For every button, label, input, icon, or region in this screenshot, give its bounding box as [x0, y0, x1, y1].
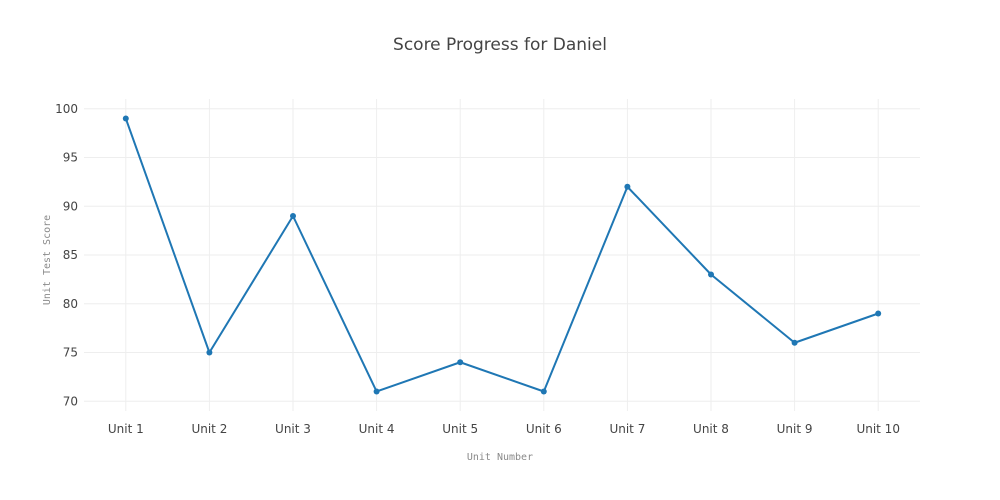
y-axis-title: Unit Test Score: [42, 215, 53, 305]
data-point: [875, 310, 882, 317]
x-tick-label: Unit 10: [856, 422, 900, 436]
y-tick-labels: 70 75 80 85 90 95 100: [55, 102, 78, 409]
y-tick-label: 70: [63, 394, 78, 408]
x-tick-label: Unit 2: [191, 422, 227, 436]
data-point: [624, 183, 631, 190]
y-tick-label: 85: [63, 248, 78, 262]
x-tick-label: Unit 9: [777, 422, 813, 436]
y-tick-label: 75: [63, 346, 78, 360]
x-tick-label: Unit 8: [693, 422, 729, 436]
x-tick-labels: Unit 1 Unit 2 Unit 3 Unit 4 Unit 5 Unit 6 Unit…: [108, 422, 900, 436]
data-point: [791, 339, 798, 346]
x-tick-label: Unit 7: [609, 422, 645, 436]
x-tick-label: Unit 6: [526, 422, 562, 436]
series-line: [124, 118, 879, 393]
y-tick-label: 90: [63, 199, 78, 213]
data-point: [122, 115, 129, 122]
x-tick-label: Unit 5: [442, 422, 478, 436]
data-point: [290, 213, 296, 219]
data-point: [457, 359, 464, 366]
series-layer: [124, 118, 879, 393]
data-point: [708, 271, 714, 278]
y-tick-label: 80: [63, 297, 78, 311]
chart-title: Score Progress for Daniel: [393, 35, 607, 55]
x-gridlines: [125, 99, 879, 411]
data-point: [206, 349, 213, 356]
x-axis-title: Unit Number: [467, 452, 533, 463]
points-layer: [122, 115, 882, 395]
data-point: [540, 388, 547, 395]
x-tick-label: Unit 3: [275, 422, 311, 436]
y-tick-label: 100: [55, 102, 78, 116]
x-tick-label: Unit 1: [108, 422, 144, 436]
y-tick-label: 95: [63, 151, 78, 165]
data-point: [373, 388, 380, 395]
x-tick-label: Unit 4: [359, 422, 395, 436]
y-gridlines: [84, 108, 920, 402]
